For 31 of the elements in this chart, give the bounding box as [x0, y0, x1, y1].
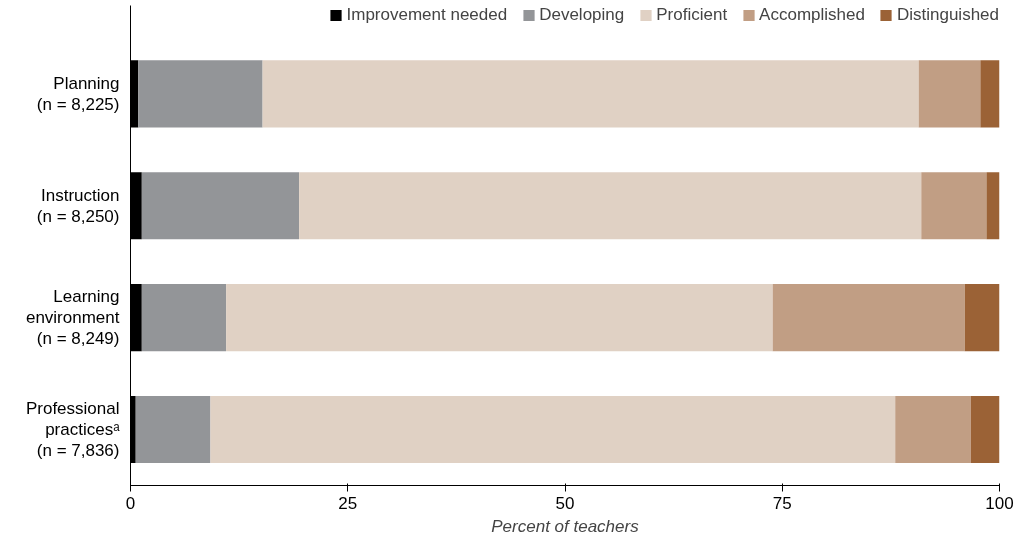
bar	[895, 395, 971, 464]
bar	[226, 284, 773, 352]
x-tick-label: 25	[338, 493, 358, 513]
y-tick-label: Learning environment (n = 8,249)	[25, 287, 120, 349]
bar	[141, 172, 300, 240]
y-tick-label: Instruction (n = 8,250)	[36, 185, 120, 226]
bar	[772, 284, 965, 352]
legend-label: Distinguished	[896, 5, 999, 25]
legend-label: Proficient	[656, 5, 728, 25]
bar	[921, 172, 987, 240]
legend-label: Accomplished	[759, 5, 865, 25]
y-tick-label: Professional practicesᵃ (n = 7,836)	[25, 399, 121, 460]
bar	[262, 60, 919, 128]
bar	[980, 60, 1000, 128]
legend-label: Improvement needed	[346, 5, 508, 25]
x-tick-label: 100	[985, 493, 1014, 513]
bar	[970, 395, 1000, 464]
x-tick-label: 0	[125, 493, 136, 513]
bar	[141, 284, 227, 352]
x-axis-title: Percent of teachers	[491, 516, 640, 536]
bar	[986, 172, 1000, 240]
y-tick-label: Planning (n = 8,225)	[36, 73, 120, 114]
x-tick-label: 75	[772, 493, 792, 513]
legend-label: Developing	[539, 5, 625, 25]
bar	[138, 60, 263, 128]
bar	[299, 172, 922, 240]
bar	[918, 60, 981, 128]
x-tick-label: 50	[555, 493, 575, 513]
bar	[210, 395, 896, 464]
bar	[964, 284, 1000, 352]
bar	[135, 395, 211, 464]
